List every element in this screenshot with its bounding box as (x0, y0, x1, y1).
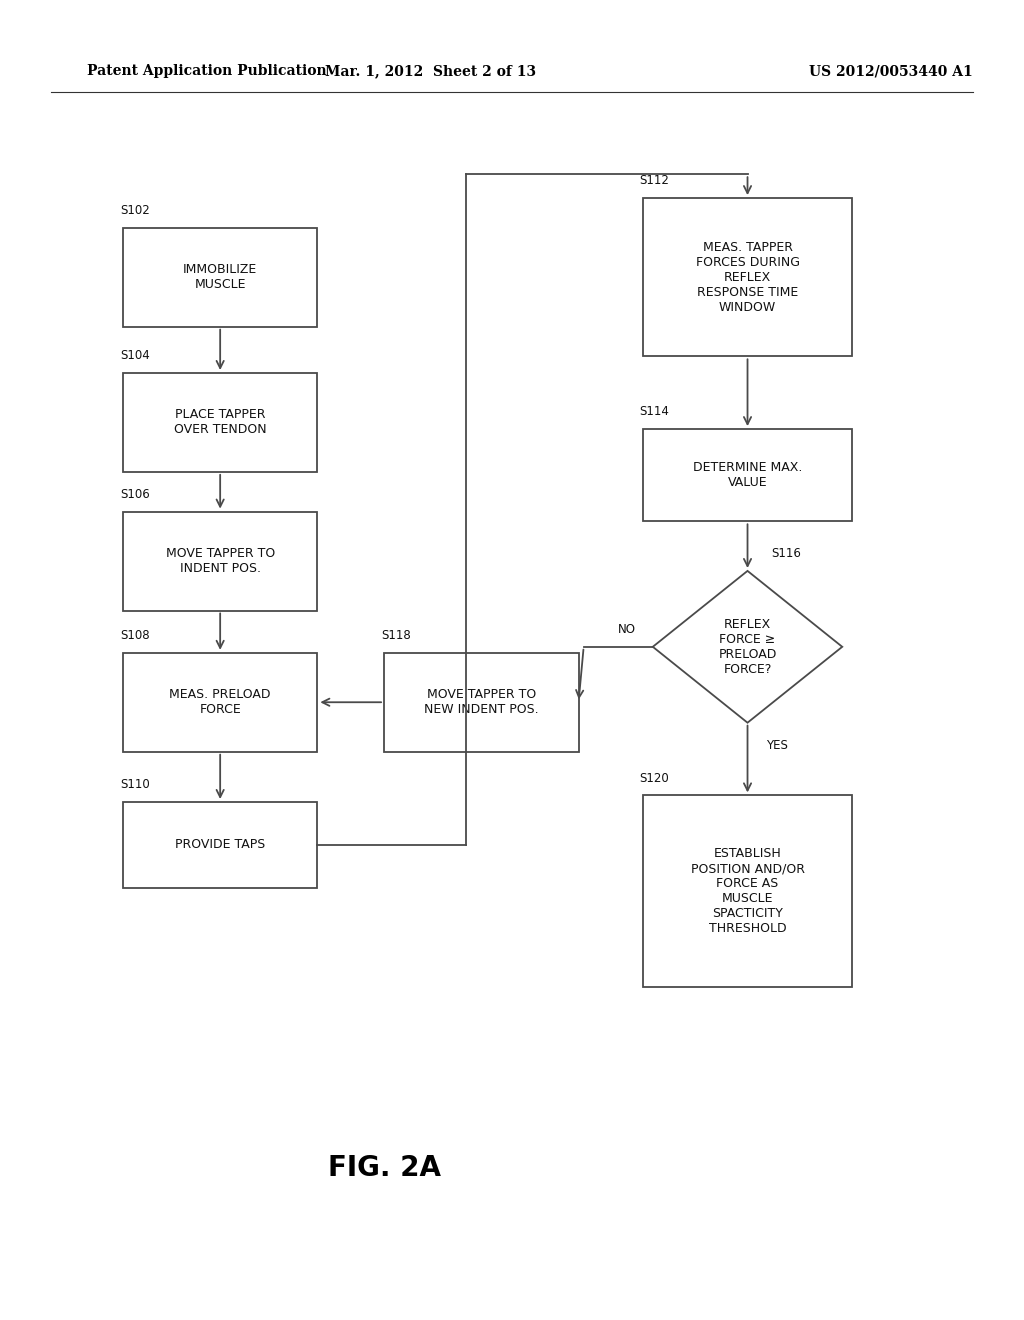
Bar (123, 801, 317, 887)
Bar (123, 652, 317, 751)
Text: MOVE TAPPER TO
INDENT POS.: MOVE TAPPER TO INDENT POS. (166, 546, 274, 576)
Bar (643, 198, 852, 356)
Bar (123, 227, 317, 326)
Text: REFLEX
FORCE ≥
PRELOAD
FORCE?: REFLEX FORCE ≥ PRELOAD FORCE? (718, 618, 777, 676)
Text: MEAS. TAPPER
FORCES DURING
REFLEX
RESPONSE TIME
WINDOW: MEAS. TAPPER FORCES DURING REFLEX RESPON… (695, 240, 800, 314)
Text: MEAS. PRELOAD
FORCE: MEAS. PRELOAD FORCE (169, 688, 271, 717)
Text: S118: S118 (381, 630, 411, 642)
Text: S116: S116 (771, 548, 801, 560)
Text: Mar. 1, 2012  Sheet 2 of 13: Mar. 1, 2012 Sheet 2 of 13 (325, 65, 536, 78)
Bar (123, 511, 317, 610)
Text: Patent Application Publication: Patent Application Publication (87, 65, 327, 78)
Bar (384, 652, 579, 751)
Text: S120: S120 (639, 772, 670, 784)
Text: FIG. 2A: FIG. 2A (328, 1154, 440, 1183)
Bar (123, 372, 317, 471)
Text: PLACE TAPPER
OVER TENDON: PLACE TAPPER OVER TENDON (174, 408, 266, 437)
Text: US 2012/0053440 A1: US 2012/0053440 A1 (809, 65, 973, 78)
Text: DETERMINE MAX.
VALUE: DETERMINE MAX. VALUE (693, 461, 802, 490)
Text: MOVE TAPPER TO
NEW INDENT POS.: MOVE TAPPER TO NEW INDENT POS. (424, 688, 539, 717)
Text: S114: S114 (639, 405, 670, 418)
Text: IMMOBILIZE
MUSCLE: IMMOBILIZE MUSCLE (183, 263, 257, 292)
Polygon shape (653, 570, 842, 722)
Bar (643, 429, 852, 521)
Text: S112: S112 (639, 174, 670, 187)
Text: PROVIDE TAPS: PROVIDE TAPS (175, 838, 265, 851)
Text: ESTABLISH
POSITION AND/OR
FORCE AS
MUSCLE
SPACTICITY
THRESHOLD: ESTABLISH POSITION AND/OR FORCE AS MUSCL… (690, 847, 805, 935)
Text: S102: S102 (120, 205, 150, 216)
Text: S106: S106 (120, 488, 150, 502)
Text: S104: S104 (120, 350, 150, 362)
Text: S108: S108 (120, 630, 150, 642)
Text: S110: S110 (120, 779, 150, 792)
Text: YES: YES (766, 739, 787, 751)
Text: NO: NO (618, 623, 636, 636)
Bar (643, 795, 852, 987)
